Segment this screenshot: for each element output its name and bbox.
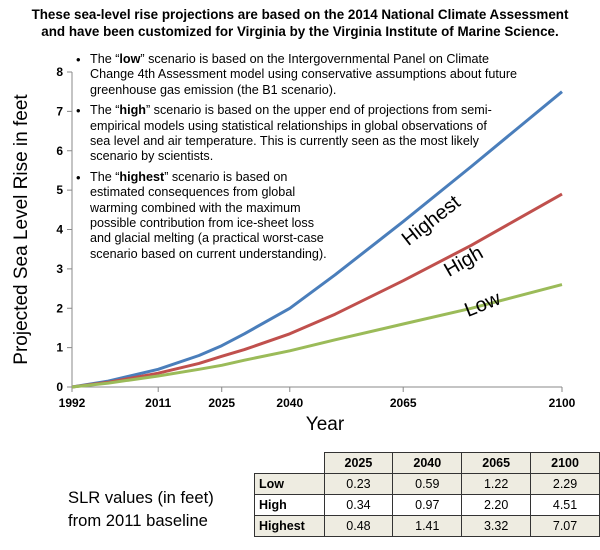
table-cell: 0.59 [392,473,463,495]
table-col-header: 2025 [323,452,394,474]
y-tick-label: 6 [56,144,63,158]
chart-axes: 0 1 2 3 4 5 6 7 8 1992 2011 2025 2040 2065 2100 Year Pro… [11,65,576,435]
scenario-notes: The “low” scenario is based on the Inter… [76,52,517,262]
table-row: High 0.34 0.97 2.20 4.51 [254,494,600,516]
y-tick-label: 4 [56,223,63,237]
slr-values-table: 2025 2040 2065 2100 Low 0.23 0.59 1.22 2… [254,452,600,537]
y-tick-label: 8 [56,65,63,79]
y-tick-label: 0 [56,380,63,394]
note-high: The “high” scenario is based on the uppe… [76,103,510,165]
table-row-label: Low [254,473,325,495]
y-tick-label: 1 [56,341,63,355]
chart-title: These sea-level rise projections are bas… [0,6,600,40]
y-tick-label: 5 [56,183,63,197]
table-cell: 1.41 [392,515,463,537]
x-axis-label: Year [306,414,345,435]
slr-summary-label: SLR values (in feet) from 2011 baseline [68,488,214,530]
table-row: Low 0.23 0.59 1.22 2.29 [254,473,600,495]
series-line-high [71,192,563,389]
y-axis-label: Projected Sea Level Rise in feet [11,94,32,365]
note-highest: The “highest” scenario is based on estim… [76,170,335,262]
y-tick-label: 3 [56,262,63,276]
table-col-header: 2065 [461,452,532,474]
table-col-header: 2100 [530,452,600,474]
table-row-label: Highest [254,515,325,537]
sea-level-chart: 0 1 2 3 4 5 6 7 8 1992 2011 2025 2040 2065 2100 Year Pro… [11,65,576,435]
table-cell: 0.48 [323,515,394,537]
table-cell: 3.32 [461,515,532,537]
note-low: The “low” scenario is based on the Inter… [76,52,530,98]
table-col-header: 2040 [392,452,463,474]
table-cell: 2.29 [530,473,600,495]
table-corner [254,452,325,474]
y-tick-label: 7 [56,104,63,118]
x-tick-label: 1992 [59,396,86,410]
table-cell: 4.51 [530,494,600,516]
table-cell: 0.23 [323,473,394,495]
series-label-low: Low [461,287,504,321]
title-line-2: and have been customized for Virginia by… [41,24,559,39]
title-line-1: These sea-level rise projections are bas… [31,7,569,22]
x-tick-label: 2011 [145,396,171,410]
x-tick-label: 2040 [276,396,303,410]
x-tick-label: 2065 [390,396,417,410]
table-row: Highest 0.48 1.41 3.32 7.07 [254,515,600,537]
table-cell: 7.07 [530,515,600,537]
table-cell: 0.34 [323,494,394,516]
series-line-low [71,283,563,389]
table-cell: 1.22 [461,473,532,495]
table-row-label: High [254,494,325,516]
x-tick-label: 2100 [549,396,576,410]
table-header-row: 2025 2040 2065 2100 [254,452,600,474]
x-tick-label: 2025 [208,396,235,410]
table-cell: 0.97 [392,494,463,516]
table-cell: 2.20 [461,494,532,516]
y-tick-label: 2 [56,301,63,315]
